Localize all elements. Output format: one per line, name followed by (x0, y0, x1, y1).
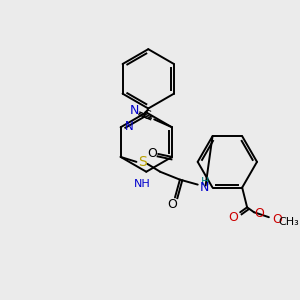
Text: S: S (138, 155, 147, 169)
Text: N: N (200, 181, 209, 194)
Text: C: C (142, 109, 151, 122)
Text: O: O (228, 211, 238, 224)
Text: O: O (254, 207, 264, 220)
Text: N: N (124, 120, 133, 133)
Text: O: O (272, 213, 282, 226)
Text: H: H (201, 177, 209, 187)
Text: N: N (130, 104, 139, 117)
Text: O: O (167, 198, 177, 211)
Text: CH₃: CH₃ (278, 217, 299, 227)
Text: O: O (147, 148, 157, 160)
Text: NH: NH (134, 179, 151, 189)
